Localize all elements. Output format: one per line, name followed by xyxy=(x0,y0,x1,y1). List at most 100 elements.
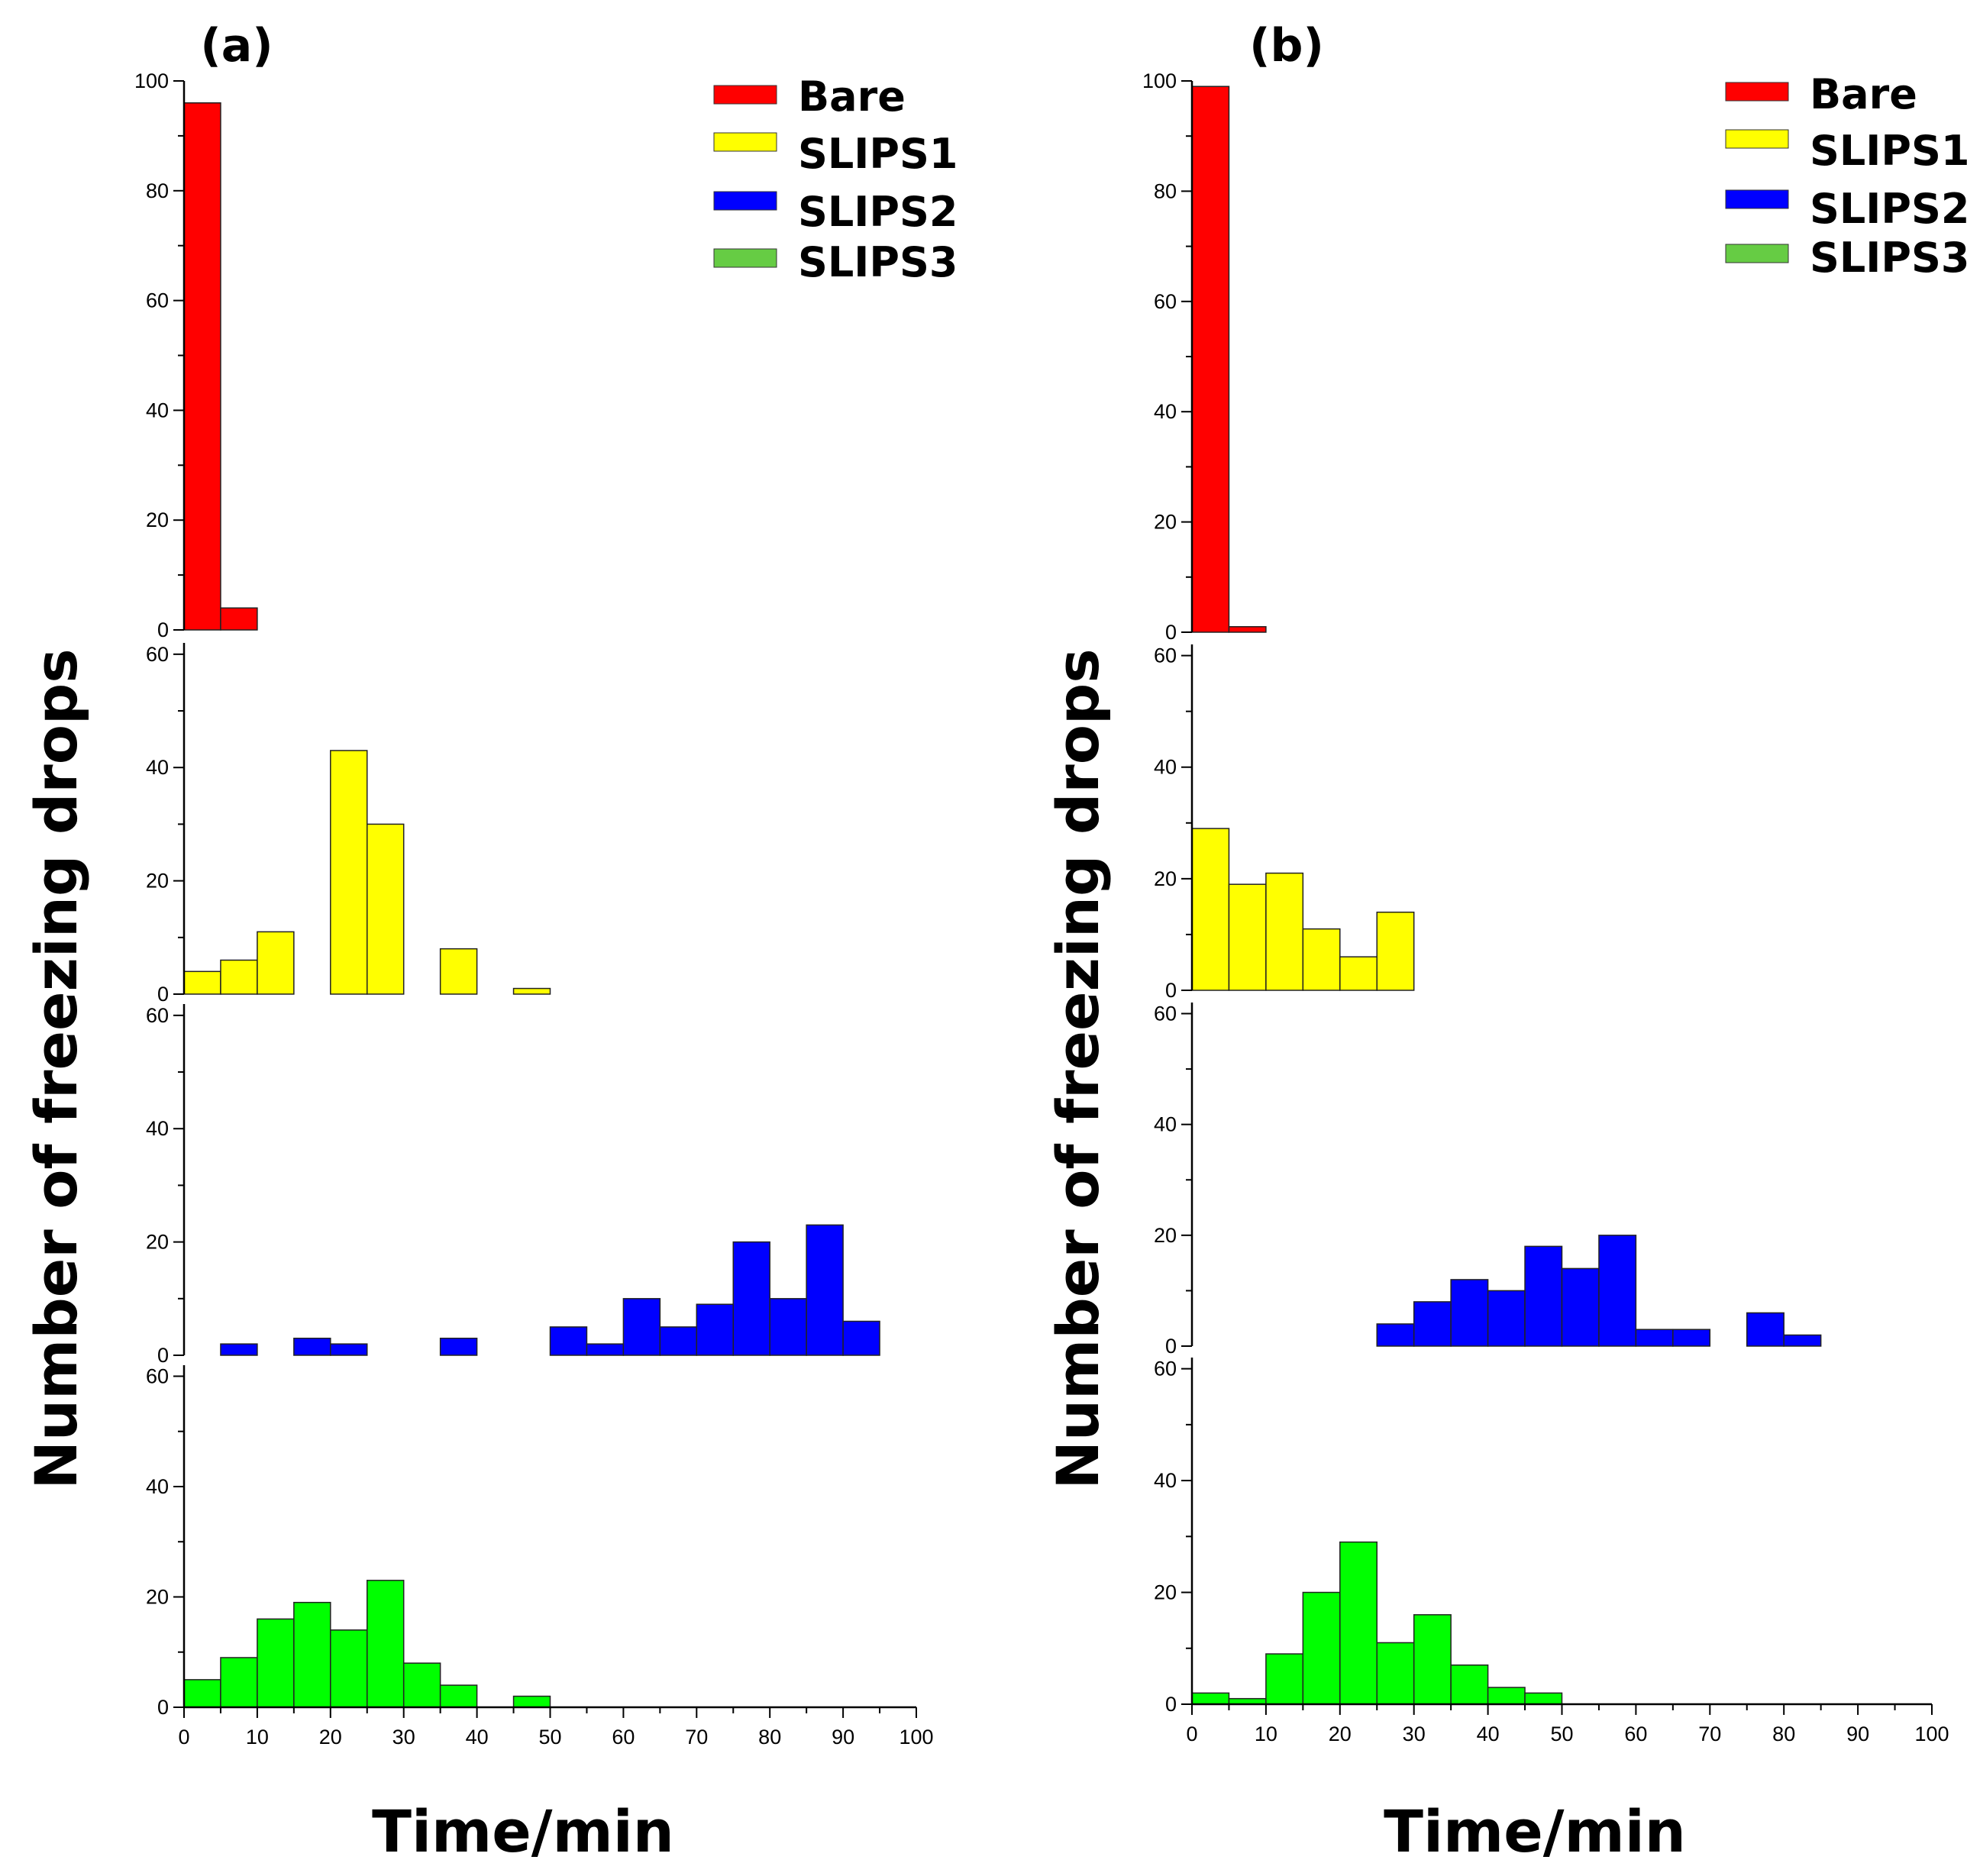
y-tick-label: 40 xyxy=(1154,400,1177,423)
panel-b-slips1-bar xyxy=(1376,911,1415,991)
panel-a-slips2-bar xyxy=(842,1320,880,1356)
y-tick-label: 100 xyxy=(1142,69,1177,92)
y-tick-label: 0 xyxy=(157,983,169,1006)
panel-b-slips2-plot: 0 20 40 60 xyxy=(1154,1003,1822,1358)
panel-a-slips2-bar xyxy=(806,1224,844,1356)
panel-b-bare-bar xyxy=(1228,626,1267,633)
x-tick-label: 10 xyxy=(246,1726,269,1748)
y-tick-label: 60 xyxy=(146,643,169,666)
x-tick-label: 60 xyxy=(612,1726,635,1748)
panel-b-legend: Bare SLIPS1 SLIPS2 SLIPS3 xyxy=(1725,70,1967,282)
y-tick-label: 0 xyxy=(157,1344,169,1367)
panel-b-slips2-bar xyxy=(1450,1279,1489,1347)
legend-b-swatch-slips1 xyxy=(1725,129,1789,149)
panel-b-slips3-bar xyxy=(1450,1664,1489,1705)
panel-a-slips2-bar xyxy=(330,1343,368,1356)
y-tick-label: 40 xyxy=(1154,756,1177,779)
panel-b-slips3-bar xyxy=(1413,1614,1452,1705)
panel-a-slips1-bar xyxy=(367,823,405,995)
legend-a-swatch-slips3 xyxy=(713,248,777,268)
panel-b-slips3-bar xyxy=(1524,1692,1563,1705)
x-tick-label: 100 xyxy=(899,1726,933,1748)
legend-a-swatch-bare xyxy=(713,85,777,105)
panel-a-slips2-bar xyxy=(293,1337,331,1356)
y-tick-label: 60 xyxy=(146,289,169,312)
panel-b-slips3-bar xyxy=(1487,1687,1526,1705)
legend-b-swatch-bare xyxy=(1725,82,1789,102)
y-tick-label: 80 xyxy=(1154,179,1177,202)
panel-b-slips2-bar xyxy=(1413,1301,1452,1347)
y-tick-label: 40 xyxy=(1154,1113,1177,1136)
y-tick-label: 0 xyxy=(1165,1335,1177,1358)
y-tick-label: 40 xyxy=(146,1117,169,1140)
legend-b-label-slips2: SLIPS2 xyxy=(1810,185,1967,233)
panel-a-slips1-bar xyxy=(220,959,258,995)
panel-a-slips2-bar xyxy=(622,1298,661,1356)
x-tick-label: 30 xyxy=(392,1726,415,1748)
panel-b-bare-plot: 0 20 40 60 80 100 xyxy=(1142,69,1267,644)
y-tick-label: 60 xyxy=(1154,290,1177,313)
x-tick-label: 50 xyxy=(1550,1723,1573,1745)
y-tick-label: 20 xyxy=(1154,867,1177,890)
panel-b-slips2-bar xyxy=(1524,1245,1563,1347)
panel-b-slips3-bar xyxy=(1265,1653,1304,1705)
panel-a-slips3-bar xyxy=(439,1684,478,1708)
panel-b-slips2-bar xyxy=(1783,1334,1822,1347)
panel-b-slips2-bar xyxy=(1598,1235,1637,1347)
panel-a-slips3-bar xyxy=(402,1662,441,1708)
y-tick-label: 0 xyxy=(1165,1693,1177,1716)
y-tick-label: 20 xyxy=(1154,1224,1177,1247)
x-tick-label: 50 xyxy=(538,1726,561,1748)
legend-a-label-slips3: SLIPS3 xyxy=(798,238,958,286)
x-tick-label: 80 xyxy=(758,1726,781,1748)
x-tick-label: 40 xyxy=(1477,1723,1500,1745)
panel-b-slips3-bar xyxy=(1339,1541,1378,1705)
panel-b-slips3-plot: 0 20 40 60 0 10 20 30 40 50 60 70 80 90 100 xyxy=(1154,1358,1949,1745)
panel-a-legend: Bare SLIPS1 SLIPS2 SLIPS3 xyxy=(713,73,958,286)
legend-a-label-bare: Bare xyxy=(798,73,906,121)
y-tick-label: 40 xyxy=(146,1475,169,1498)
panel-a-slips2-bar xyxy=(732,1241,770,1356)
panel-a-label: (a) xyxy=(200,19,273,73)
panel-a-slips1-bar xyxy=(330,750,368,995)
panel-b-slips3-bar xyxy=(1302,1591,1341,1705)
panel-b-slips1-bar xyxy=(1302,928,1341,991)
y-tick-label: 0 xyxy=(1165,979,1177,1002)
panel-a-slips3-bar xyxy=(367,1580,405,1708)
x-tick-label: 90 xyxy=(832,1726,854,1748)
panel-b-slips2-bar xyxy=(1672,1329,1711,1347)
panel-b-slips1-plot: 0 20 40 60 xyxy=(1154,644,1415,1002)
panel-b-slips1-bar xyxy=(1228,883,1267,991)
legend-a-label-slips1: SLIPS1 xyxy=(798,130,958,178)
legend-a-swatch-slips1 xyxy=(713,132,777,152)
x-tick-label: 100 xyxy=(1914,1723,1949,1745)
panel-b-slips1-bar xyxy=(1265,872,1304,991)
panel-a-bare-plot: 0 20 40 60 80 100 xyxy=(134,69,258,641)
panel-a-bare-bar xyxy=(183,102,221,631)
panel-a-slips3-bar xyxy=(220,1657,258,1708)
x-tick-label: 40 xyxy=(466,1726,489,1748)
x-tick-label: 20 xyxy=(1329,1723,1352,1745)
panel-b-slips2-bar xyxy=(1746,1312,1785,1347)
y-tick-label: 20 xyxy=(146,1585,169,1608)
panel-b-slips2-bar xyxy=(1376,1323,1415,1347)
y-tick-label: 20 xyxy=(146,870,169,893)
x-tick-label: 10 xyxy=(1255,1723,1277,1745)
legend-b-label-slips1: SLIPS1 xyxy=(1810,127,1967,175)
panel-b-x-axis-title: Time/min xyxy=(1384,1797,1686,1865)
y-tick-label: 20 xyxy=(1154,1581,1177,1604)
panel-a-x-axis-title: Time/min xyxy=(372,1797,674,1865)
legend-a-swatch-slips2 xyxy=(713,191,777,211)
x-tick-label: 90 xyxy=(1846,1723,1869,1745)
panel-a-slips2-bar xyxy=(659,1326,698,1356)
y-tick-label: 0 xyxy=(157,618,169,641)
panel-a-slips2-bar xyxy=(696,1303,734,1356)
legend-b-label-bare: Bare xyxy=(1810,70,1917,118)
y-tick-label: 20 xyxy=(146,509,169,531)
panel-a-slips3-bar xyxy=(257,1618,295,1708)
panel-a-slips3-bar xyxy=(330,1629,368,1708)
panel-a-slips1-bar xyxy=(439,948,478,995)
y-tick-label: 60 xyxy=(1154,644,1177,667)
y-tick-label: 40 xyxy=(146,399,169,421)
